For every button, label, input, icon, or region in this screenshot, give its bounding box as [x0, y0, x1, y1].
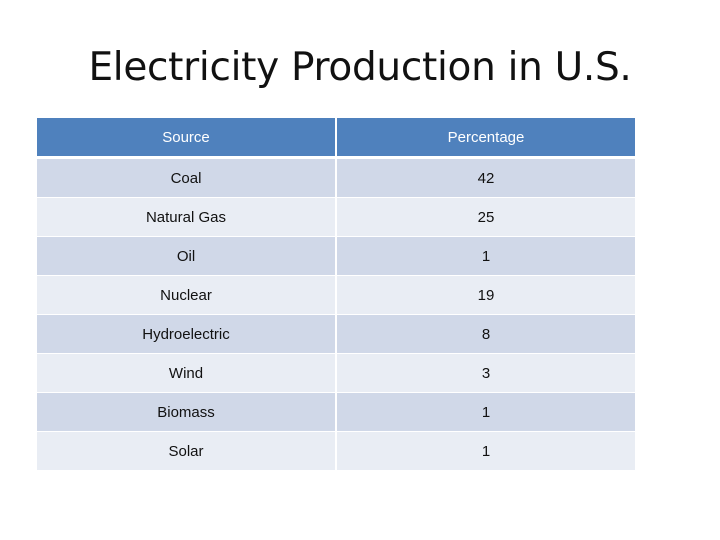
table-row: Biomass 1 — [37, 392, 635, 432]
table-row: Coal 42 — [37, 157, 635, 198]
cell-source: Coal — [37, 157, 337, 198]
cell-source: Nuclear — [37, 275, 337, 315]
cell-source: Solar — [37, 431, 337, 471]
header-source: Source — [37, 118, 337, 159]
table-header-row: Source Percentage — [37, 118, 635, 159]
header-percentage: Percentage — [336, 118, 635, 159]
cell-percentage: 3 — [336, 353, 635, 393]
table-row: Natural Gas 25 — [37, 197, 635, 237]
cell-percentage: 8 — [336, 314, 635, 354]
cell-percentage: 42 — [336, 157, 635, 198]
cell-percentage: 1 — [336, 431, 635, 471]
cell-source: Hydroelectric — [37, 314, 337, 354]
table-row: Hydroelectric 8 — [37, 314, 635, 354]
cell-source: Natural Gas — [37, 197, 337, 237]
table-row: Nuclear 19 — [37, 275, 635, 315]
cell-percentage: 25 — [336, 197, 635, 237]
electricity-table: Source Percentage Coal 42 Natural Gas 25… — [37, 118, 635, 471]
cell-source: Oil — [37, 236, 337, 276]
cell-percentage: 1 — [336, 236, 635, 276]
table-row: Oil 1 — [37, 236, 635, 276]
slide-title: Electricity Production in U.S. — [88, 45, 632, 90]
cell-source: Biomass — [37, 392, 337, 432]
cell-percentage: 1 — [336, 392, 635, 432]
table-row: Solar 1 — [37, 431, 635, 471]
cell-source: Wind — [37, 353, 337, 393]
table-row: Wind 3 — [37, 353, 635, 393]
cell-percentage: 19 — [336, 275, 635, 315]
